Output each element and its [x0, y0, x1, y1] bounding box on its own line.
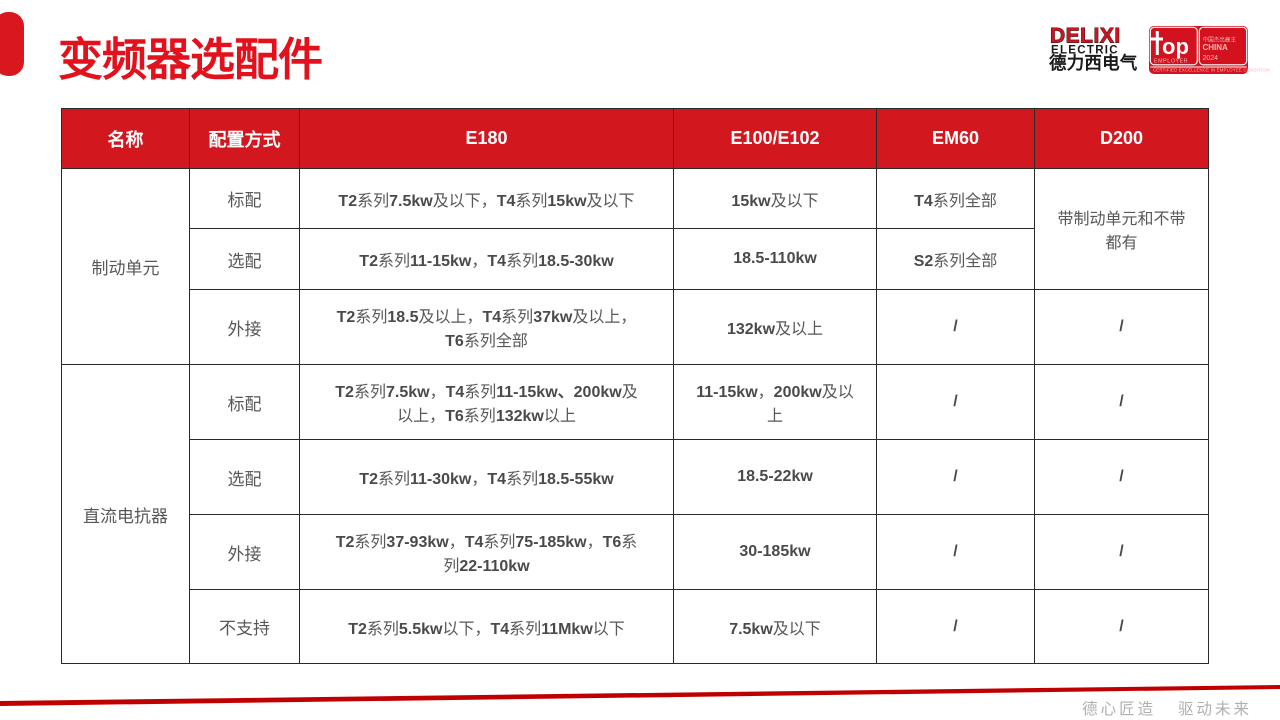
svg-text:CHINA: CHINA	[1203, 43, 1229, 52]
svg-text:EMPLOYER: EMPLOYER	[1154, 58, 1188, 64]
svg-text:德力西电气: 德力西电气	[1049, 53, 1138, 73]
svg-text:CERTIFIED EXCELLENCE IN EMPLOY: CERTIFIED EXCELLENCE IN EMPLOYEE CONDITI…	[1153, 67, 1270, 72]
svg-text:2024: 2024	[1203, 55, 1219, 62]
svg-text:op: op	[1162, 34, 1189, 59]
